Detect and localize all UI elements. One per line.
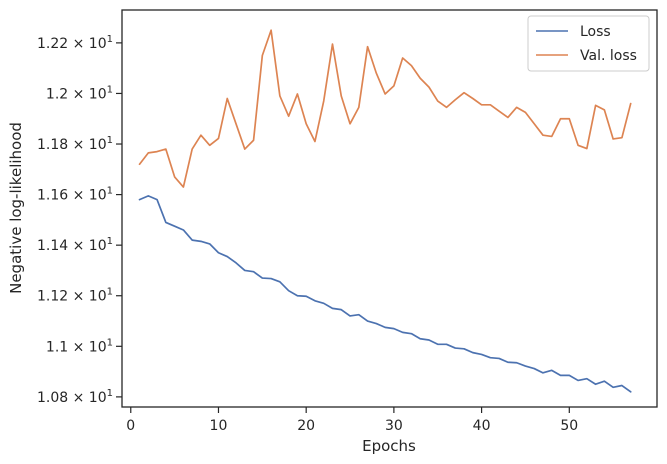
y-tick-exponent: 1 bbox=[107, 388, 113, 399]
plot-background bbox=[122, 10, 657, 407]
x-ticks: 0 10 20 30 40 50 bbox=[126, 407, 578, 434]
y-axis-title: Negative log-likelihood bbox=[7, 122, 25, 294]
y-tick-exponent: 1 bbox=[107, 337, 113, 348]
y-tick-label: 1.2 × 101 bbox=[46, 84, 113, 102]
y-tick-times: × 10 bbox=[68, 289, 106, 305]
y-tick-label: 1.1 × 101 bbox=[46, 337, 113, 355]
y-tick-times: × 10 bbox=[68, 36, 106, 52]
y-tick-label: 1.18 × 101 bbox=[37, 135, 113, 153]
y-tick-label: 1.12 × 101 bbox=[37, 287, 113, 305]
y-tick-mantissa: 1.2 bbox=[46, 86, 68, 102]
x-axis-title: Epochs bbox=[362, 437, 416, 455]
x-tick-label: 40 bbox=[473, 418, 491, 434]
y-tick-times: × 10 bbox=[68, 238, 106, 254]
legend-label-loss: Loss bbox=[580, 24, 611, 40]
y-tick-mantissa: 1.1 bbox=[46, 339, 68, 355]
y-tick-times: × 10 bbox=[68, 137, 106, 153]
x-tick-label: 30 bbox=[385, 418, 403, 434]
y-tick-mantissa: 1.08 bbox=[37, 390, 68, 406]
y-tick-label: 1.08 × 101 bbox=[37, 388, 113, 406]
y-tick-times: × 10 bbox=[68, 339, 106, 355]
x-tick-label: 50 bbox=[560, 418, 578, 434]
series-lines bbox=[138, 29, 632, 393]
y-tick-exponent: 1 bbox=[107, 34, 113, 45]
x-tick-label: 20 bbox=[297, 418, 315, 434]
legend-box bbox=[527, 15, 650, 72]
y-tick-times: × 10 bbox=[68, 390, 106, 406]
y-tick-mantissa: 1.14 bbox=[37, 238, 68, 254]
x-tick-label: 10 bbox=[210, 418, 228, 434]
x-tick-label: 0 bbox=[126, 418, 135, 434]
y-tick-exponent: 1 bbox=[107, 186, 113, 197]
y-tick-label: 1.16 × 101 bbox=[37, 186, 113, 204]
y-tick-mantissa: 1.22 bbox=[37, 36, 68, 52]
y-tick-times: × 10 bbox=[68, 86, 106, 102]
legend-label-val-loss: Val. loss bbox=[580, 48, 637, 64]
y-tick-label: 1.14 × 101 bbox=[37, 236, 113, 254]
y-tick-exponent: 1 bbox=[107, 84, 113, 95]
series-line-loss bbox=[138, 195, 632, 393]
series-line-val-loss bbox=[138, 29, 632, 188]
y-tick-exponent: 1 bbox=[107, 287, 113, 298]
y-tick-exponent: 1 bbox=[107, 236, 113, 247]
y-tick-exponent: 1 bbox=[107, 135, 113, 146]
plot-frame bbox=[121, 9, 658, 408]
legend: Loss Val. loss bbox=[527, 15, 650, 72]
y-tick-mantissa: 1.18 bbox=[37, 137, 68, 153]
y-tick-mantissa: 1.12 bbox=[37, 289, 68, 305]
y-tick-mantissa: 1.16 bbox=[37, 188, 68, 204]
y-tick-times: × 10 bbox=[68, 188, 106, 204]
y-tick-label: 1.22 × 101 bbox=[37, 34, 113, 52]
